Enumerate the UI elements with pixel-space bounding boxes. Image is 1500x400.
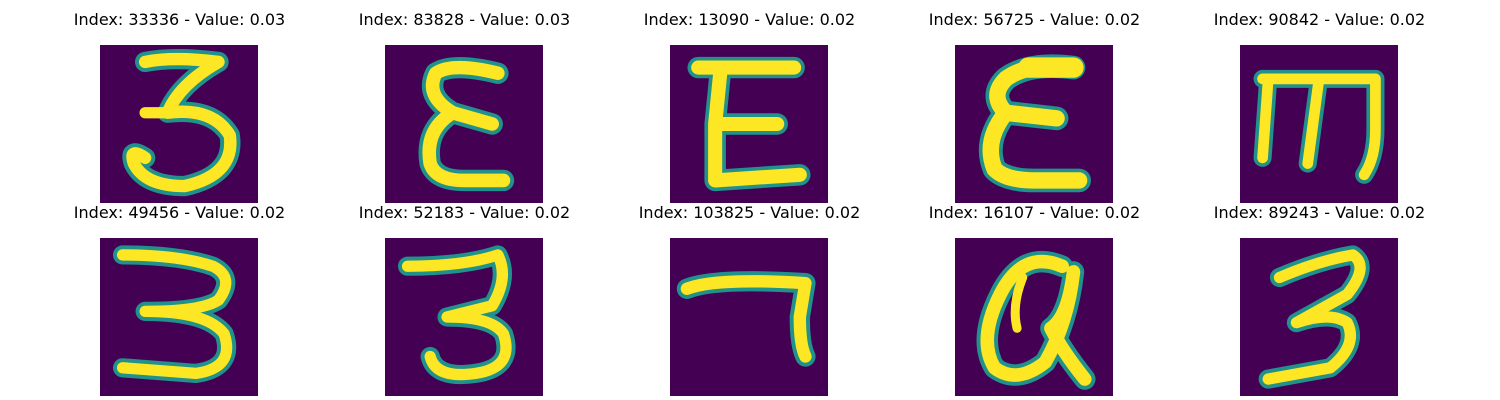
digit-panel-2: Index: 83828 - Value: 0.03 — [322, 10, 607, 203]
digit-panel-1: Index: 33336 - Value: 0.03 — [37, 10, 322, 203]
digit-panel-8: Index: 103825 - Value: 0.02 — [607, 203, 892, 396]
digit-image — [1240, 238, 1398, 396]
digit-panel-4: Index: 56725 - Value: 0.02 — [892, 10, 1177, 203]
digit-panel-6: Index: 49456 - Value: 0.02 — [37, 203, 322, 396]
digit-image — [955, 238, 1113, 396]
panel-title: Index: 13090 - Value: 0.02 — [643, 10, 856, 29]
panel-title: Index: 56725 - Value: 0.02 — [928, 10, 1141, 29]
digit-image — [955, 45, 1113, 203]
digit-panel-9: Index: 16107 - Value: 0.02 — [892, 203, 1177, 396]
panel-title: Index: 103825 - Value: 0.02 — [638, 203, 861, 222]
digit-image — [385, 238, 543, 396]
digit-image — [100, 238, 258, 396]
panel-title: Index: 52183 - Value: 0.02 — [358, 203, 571, 222]
digit-panel-7: Index: 52183 - Value: 0.02 — [322, 203, 607, 396]
digit-image — [385, 45, 543, 203]
panel-title: Index: 90842 - Value: 0.02 — [1213, 10, 1426, 29]
panel-title: Index: 83828 - Value: 0.03 — [358, 10, 571, 29]
digit-panel-5: Index: 90842 - Value: 0.02 — [1177, 10, 1462, 203]
panel-title: Index: 16107 - Value: 0.02 — [928, 203, 1141, 222]
digit-image — [1240, 45, 1398, 203]
digit-image — [670, 238, 828, 396]
digit-image — [670, 45, 828, 203]
panel-title: Index: 89243 - Value: 0.02 — [1213, 203, 1426, 222]
digit-image — [100, 45, 258, 203]
panel-title: Index: 33336 - Value: 0.03 — [73, 10, 286, 29]
panel-title: Index: 49456 - Value: 0.02 — [73, 203, 286, 222]
digit-panel-3: Index: 13090 - Value: 0.02 — [607, 10, 892, 203]
digit-panel-10: Index: 89243 - Value: 0.02 — [1177, 203, 1462, 396]
